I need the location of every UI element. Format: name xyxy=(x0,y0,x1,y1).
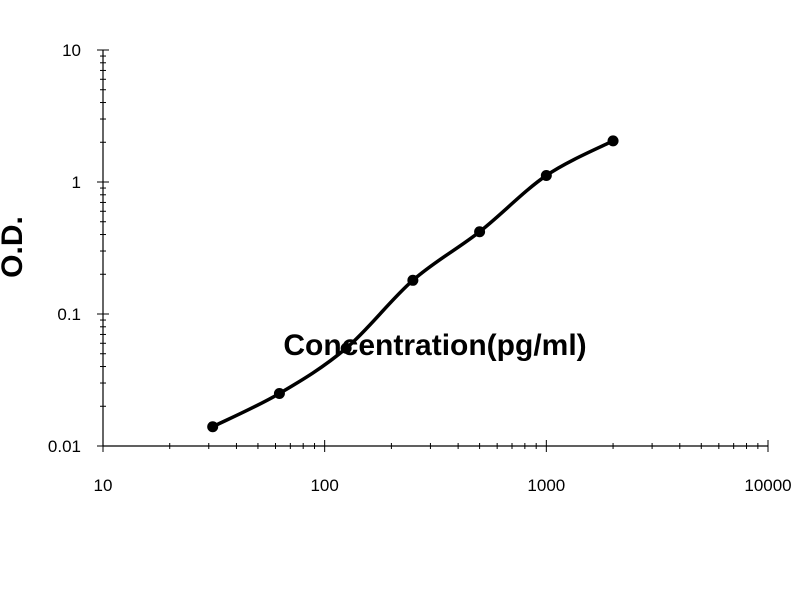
x-tick-label: 10 xyxy=(94,476,113,495)
y-tick-labels: 0.01 0.1 1 10 xyxy=(48,41,81,456)
y-tick-label: 0.01 xyxy=(48,437,81,456)
y-tick-label: 0.1 xyxy=(57,305,81,324)
data-point xyxy=(407,274,419,286)
x-axis-title: Concentration(pg/ml) xyxy=(283,329,586,362)
data-point xyxy=(474,226,486,238)
y-axis-title: O.D. xyxy=(0,216,29,278)
y-tick-label: 1 xyxy=(72,173,81,192)
x-tick-label: 10000 xyxy=(744,476,791,495)
axes xyxy=(97,49,769,452)
x-tick-label: 100 xyxy=(310,476,338,495)
data-point xyxy=(273,387,285,399)
y-tick-label: 10 xyxy=(62,41,81,60)
data-point xyxy=(340,342,352,354)
data-points xyxy=(207,135,619,433)
data-point xyxy=(207,421,219,433)
x-tick-label: 1000 xyxy=(527,476,565,495)
x-tick-labels: 10 100 1000 10000 xyxy=(94,476,792,495)
data-point xyxy=(540,170,552,182)
data-point xyxy=(607,135,619,147)
